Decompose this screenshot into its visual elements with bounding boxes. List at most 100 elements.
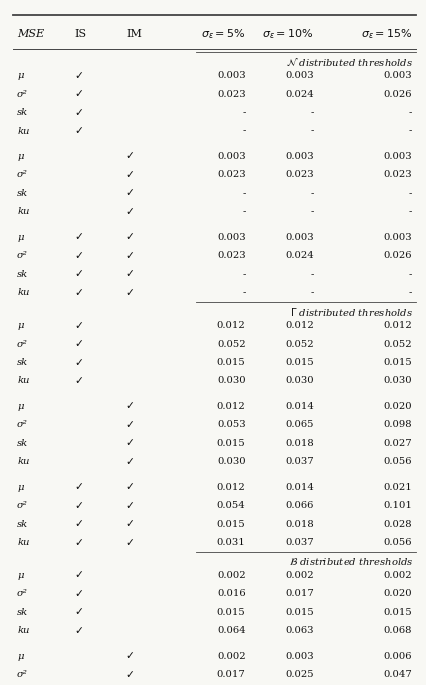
Text: ✓: ✓: [126, 457, 134, 466]
Text: -: -: [310, 270, 313, 279]
Text: ✓: ✓: [75, 538, 83, 547]
Text: 0.026: 0.026: [383, 251, 411, 260]
Text: μ: μ: [17, 402, 23, 411]
Text: 0.003: 0.003: [285, 651, 313, 661]
Text: ✓: ✓: [126, 288, 134, 298]
Text: sk: sk: [17, 189, 28, 198]
Text: 0.068: 0.068: [383, 626, 411, 636]
Text: 0.020: 0.020: [383, 402, 411, 411]
Text: 0.003: 0.003: [216, 233, 245, 242]
Text: ✓: ✓: [75, 321, 83, 330]
Text: -: -: [408, 288, 411, 297]
Text: 0.003: 0.003: [285, 233, 313, 242]
Text: $\mathcal{B}$ distributed thresholds: $\mathcal{B}$ distributed thresholds: [288, 556, 412, 567]
Text: -: -: [408, 208, 411, 216]
Text: -: -: [242, 288, 245, 297]
Text: 0.056: 0.056: [383, 538, 411, 547]
Text: -: -: [310, 288, 313, 297]
Text: 0.064: 0.064: [216, 626, 245, 636]
Text: 0.006: 0.006: [383, 651, 411, 661]
Text: ✓: ✓: [126, 188, 134, 199]
Text: $\mathcal{N}$ distributed thresholds: $\mathcal{N}$ distributed thresholds: [286, 56, 412, 68]
Text: ✓: ✓: [126, 401, 134, 411]
Text: 0.003: 0.003: [285, 71, 313, 80]
Text: 0.037: 0.037: [285, 538, 313, 547]
Text: 0.014: 0.014: [284, 402, 313, 411]
Text: 0.017: 0.017: [216, 670, 245, 680]
Text: μ: μ: [17, 152, 23, 161]
Text: 0.003: 0.003: [383, 152, 411, 161]
Text: σ²: σ²: [17, 589, 28, 599]
Text: ✓: ✓: [126, 501, 134, 510]
Text: -: -: [310, 208, 313, 216]
Text: IS: IS: [75, 29, 86, 39]
Text: ✓: ✓: [126, 438, 134, 448]
Text: $\sigma_\varepsilon = 15\%$: $\sigma_\varepsilon = 15\%$: [360, 27, 411, 41]
Text: ✓: ✓: [75, 269, 83, 279]
Text: sk: sk: [17, 108, 28, 117]
Text: -: -: [242, 108, 245, 117]
Text: 0.021: 0.021: [383, 483, 411, 492]
Text: ✓: ✓: [126, 151, 134, 162]
Text: 0.015: 0.015: [383, 608, 411, 617]
Text: σ²: σ²: [17, 340, 28, 349]
Text: ✓: ✓: [75, 626, 83, 636]
Text: MSE: MSE: [17, 29, 44, 39]
Text: 0.024: 0.024: [285, 251, 313, 260]
Text: ✓: ✓: [126, 232, 134, 242]
Text: ✓: ✓: [75, 608, 83, 617]
Text: 0.023: 0.023: [383, 171, 411, 179]
Text: 0.028: 0.028: [383, 520, 411, 529]
Text: ✓: ✓: [126, 519, 134, 529]
Text: ✓: ✓: [126, 170, 134, 180]
Text: -: -: [242, 208, 245, 216]
Text: 0.054: 0.054: [216, 501, 245, 510]
Text: 0.002: 0.002: [285, 571, 313, 580]
Text: ✓: ✓: [126, 482, 134, 492]
Text: 0.056: 0.056: [383, 458, 411, 466]
Text: ✓: ✓: [75, 288, 83, 298]
Text: -: -: [310, 189, 313, 198]
Text: 0.015: 0.015: [383, 358, 411, 367]
Text: 0.023: 0.023: [216, 251, 245, 260]
Text: sk: sk: [17, 439, 28, 448]
Text: ✓: ✓: [126, 269, 134, 279]
Text: 0.015: 0.015: [216, 358, 245, 367]
Text: -: -: [408, 189, 411, 198]
Text: ✓: ✓: [75, 89, 83, 99]
Text: -: -: [242, 270, 245, 279]
Text: -: -: [310, 108, 313, 117]
Text: 0.063: 0.063: [285, 626, 313, 636]
Text: ✓: ✓: [75, 251, 83, 261]
Text: -: -: [408, 127, 411, 136]
Text: 0.015: 0.015: [216, 439, 245, 448]
Text: -: -: [310, 127, 313, 136]
Text: 0.027: 0.027: [383, 439, 411, 448]
Text: 0.053: 0.053: [216, 421, 245, 429]
Text: 0.030: 0.030: [216, 458, 245, 466]
Text: ku: ku: [17, 127, 29, 136]
Text: 0.023: 0.023: [285, 171, 313, 179]
Text: 0.017: 0.017: [285, 589, 313, 599]
Text: 0.037: 0.037: [285, 458, 313, 466]
Text: ✓: ✓: [75, 71, 83, 81]
Text: μ: μ: [17, 483, 23, 492]
Text: sk: sk: [17, 520, 28, 529]
Text: ✓: ✓: [75, 232, 83, 242]
Text: μ: μ: [17, 321, 23, 330]
Text: 0.003: 0.003: [285, 152, 313, 161]
Text: 0.015: 0.015: [216, 608, 245, 617]
Text: σ²: σ²: [17, 421, 28, 429]
Text: 0.025: 0.025: [285, 670, 313, 680]
Text: ✓: ✓: [75, 376, 83, 386]
Text: IM: IM: [126, 29, 141, 39]
Text: ✓: ✓: [75, 482, 83, 492]
Text: $\sigma_\varepsilon = 5\%$: $\sigma_\varepsilon = 5\%$: [201, 27, 245, 41]
Text: sk: sk: [17, 608, 28, 617]
Text: ✓: ✓: [75, 339, 83, 349]
Text: 0.018: 0.018: [285, 439, 313, 448]
Text: μ: μ: [17, 233, 23, 242]
Text: 0.023: 0.023: [216, 171, 245, 179]
Text: 0.052: 0.052: [285, 340, 313, 349]
Text: ✓: ✓: [75, 126, 83, 136]
